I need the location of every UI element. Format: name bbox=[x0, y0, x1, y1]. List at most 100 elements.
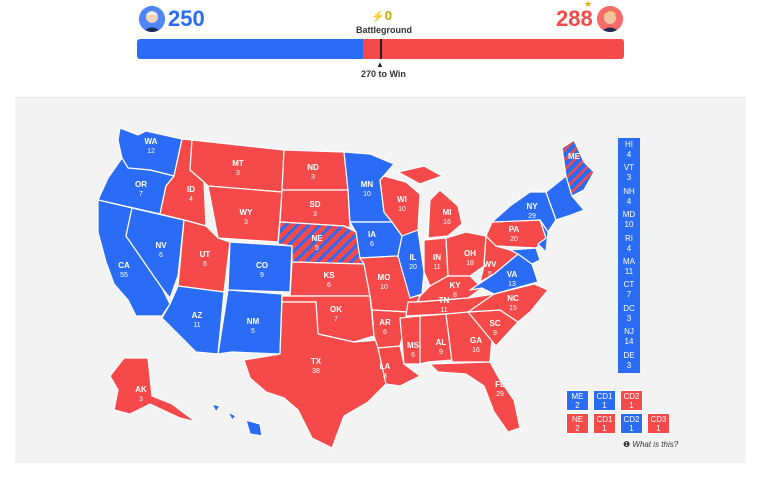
small-state-ma[interactable]: MA 11 bbox=[618, 255, 640, 279]
state-ev-AK: 3 bbox=[139, 396, 143, 403]
district-ev: 2 bbox=[575, 424, 580, 433]
democrat-bar-segment bbox=[137, 39, 363, 59]
small-state-hi[interactable]: HI 4 bbox=[618, 138, 640, 162]
state-AL[interactable] bbox=[419, 313, 453, 365]
state-NE-england[interactable] bbox=[545, 175, 585, 221]
state-LA[interactable] bbox=[377, 345, 421, 387]
small-state-ct[interactable]: CT 7 bbox=[618, 278, 640, 303]
republican-candidate-avatar bbox=[597, 6, 623, 32]
state-label-NV: NV bbox=[155, 241, 167, 250]
state-ev-IN: 11 bbox=[433, 264, 440, 271]
state-HI[interactable] bbox=[211, 403, 263, 437]
small-state-ev: 14 bbox=[624, 337, 634, 347]
state-label-UT: UT bbox=[200, 250, 211, 259]
what-is-this-link[interactable]: ❶ What is this? bbox=[623, 440, 678, 449]
district-ne-ne[interactable]: NE 2 bbox=[566, 413, 589, 434]
win-threshold-line bbox=[380, 39, 382, 59]
lightning-icon: ⚡ bbox=[371, 11, 385, 23]
state-ev-CO: 9 bbox=[260, 272, 264, 279]
state-ev-PA: 20 bbox=[510, 236, 518, 243]
district-me-me[interactable]: ME 2 bbox=[566, 390, 589, 411]
state-ev-NC: 15 bbox=[509, 305, 517, 312]
state-label-MS: MS bbox=[407, 341, 420, 350]
district-ne-cd2[interactable]: CD2 1 bbox=[620, 413, 643, 434]
state-ev-OR: 7 bbox=[139, 191, 143, 198]
state-label-IN: IN bbox=[433, 253, 441, 262]
state-label-OH: OH bbox=[464, 249, 476, 258]
small-state-abbr: NJ bbox=[624, 327, 634, 337]
district-label: CD1 bbox=[596, 415, 613, 424]
state-label-AR: AR bbox=[379, 318, 391, 327]
district-label: NE bbox=[571, 415, 584, 424]
small-state-abbr: HI bbox=[625, 140, 633, 149]
state-label-MO: MO bbox=[378, 273, 391, 282]
state-ev-FL: 29 bbox=[496, 391, 504, 398]
state-ev-ND: 3 bbox=[311, 174, 315, 181]
small-state-abbr: MA bbox=[623, 257, 635, 266]
state-label-AK: AK bbox=[135, 385, 147, 394]
state-label-CO: CO bbox=[256, 261, 268, 270]
state-label-AZ: AZ bbox=[192, 311, 203, 320]
district-ev: 1 bbox=[602, 424, 607, 433]
small-state-vt[interactable]: VT 3 bbox=[618, 161, 640, 186]
district-ev: 1 bbox=[656, 424, 661, 433]
state-AZ[interactable] bbox=[161, 285, 225, 355]
small-state-dc[interactable]: DC 3 bbox=[618, 301, 640, 326]
republican-bar-segment bbox=[363, 39, 624, 59]
state-MI[interactable] bbox=[397, 165, 463, 239]
state-ev-MO: 10 bbox=[380, 284, 388, 291]
state-FL[interactable] bbox=[429, 361, 521, 433]
small-state-abbr: RI bbox=[625, 233, 633, 243]
state-ev-NV: 6 bbox=[159, 252, 163, 259]
district-label: CD1 bbox=[596, 392, 613, 401]
state-ev-MT: 3 bbox=[236, 170, 240, 177]
small-state-abbr: DC bbox=[623, 303, 635, 313]
state-NJ-small[interactable] bbox=[537, 219, 549, 253]
small-state-nj[interactable]: NJ 14 bbox=[618, 325, 640, 350]
district-label: CD2 bbox=[623, 392, 640, 401]
state-label-IA: IA bbox=[368, 230, 376, 239]
small-state-ev: 10 bbox=[624, 220, 634, 230]
state-MD-DE-small[interactable] bbox=[509, 247, 541, 265]
small-state-de[interactable]: DE 3 bbox=[618, 348, 640, 373]
state-ev-LA: 8 bbox=[383, 373, 387, 380]
state-GA[interactable] bbox=[445, 311, 493, 363]
small-state-ev: 3 bbox=[626, 173, 632, 183]
state-label-FL: FL bbox=[495, 380, 505, 389]
state-label-MN: MN bbox=[361, 180, 374, 189]
district-ne-cd1[interactable]: CD1 1 bbox=[593, 413, 616, 434]
small-state-ri[interactable]: RI 4 bbox=[618, 231, 640, 256]
state-AK[interactable] bbox=[109, 357, 197, 423]
district-me-cd2[interactable]: CD2 1 bbox=[620, 390, 643, 411]
state-MS[interactable] bbox=[399, 315, 421, 365]
state-label-OR: OR bbox=[135, 180, 147, 189]
small-state-abbr: VT bbox=[623, 163, 635, 173]
state-ev-AL: 9 bbox=[439, 349, 443, 356]
state-ev-IL: 20 bbox=[409, 264, 417, 271]
state-label-GA: GA bbox=[470, 336, 482, 345]
district-label: CD3 bbox=[650, 415, 667, 424]
small-state-ev: 7 bbox=[626, 290, 632, 300]
state-NM[interactable] bbox=[217, 289, 283, 355]
info-icon: ❶ bbox=[623, 440, 631, 449]
state-label-PA: PA bbox=[509, 225, 520, 234]
state-ev-OK: 7 bbox=[334, 316, 338, 323]
state-label-NY: NY bbox=[526, 202, 538, 211]
state-label-NE: NE bbox=[311, 234, 323, 243]
district-me-cd1[interactable]: CD1 1 bbox=[593, 390, 616, 411]
win-threshold-label: 270 to Win bbox=[361, 69, 406, 79]
state-label-ID: ID bbox=[187, 185, 195, 194]
state-label-KY: KY bbox=[449, 281, 461, 290]
state-label-WV: WV bbox=[484, 260, 498, 269]
state-ev-VA: 13 bbox=[508, 281, 516, 288]
small-state-nh[interactable]: NH 4 bbox=[618, 184, 640, 209]
small-state-md[interactable]: MD 10 bbox=[618, 208, 640, 233]
state-TX[interactable] bbox=[243, 301, 387, 449]
state-ev-CA: 55 bbox=[120, 272, 128, 279]
district-label: ME bbox=[571, 392, 584, 401]
small-state-ev: 4 bbox=[626, 243, 632, 253]
small-state-abbr: MD bbox=[622, 210, 636, 220]
district-ne-cd3[interactable]: CD3 1 bbox=[647, 413, 670, 434]
state-ME[interactable] bbox=[561, 139, 595, 197]
